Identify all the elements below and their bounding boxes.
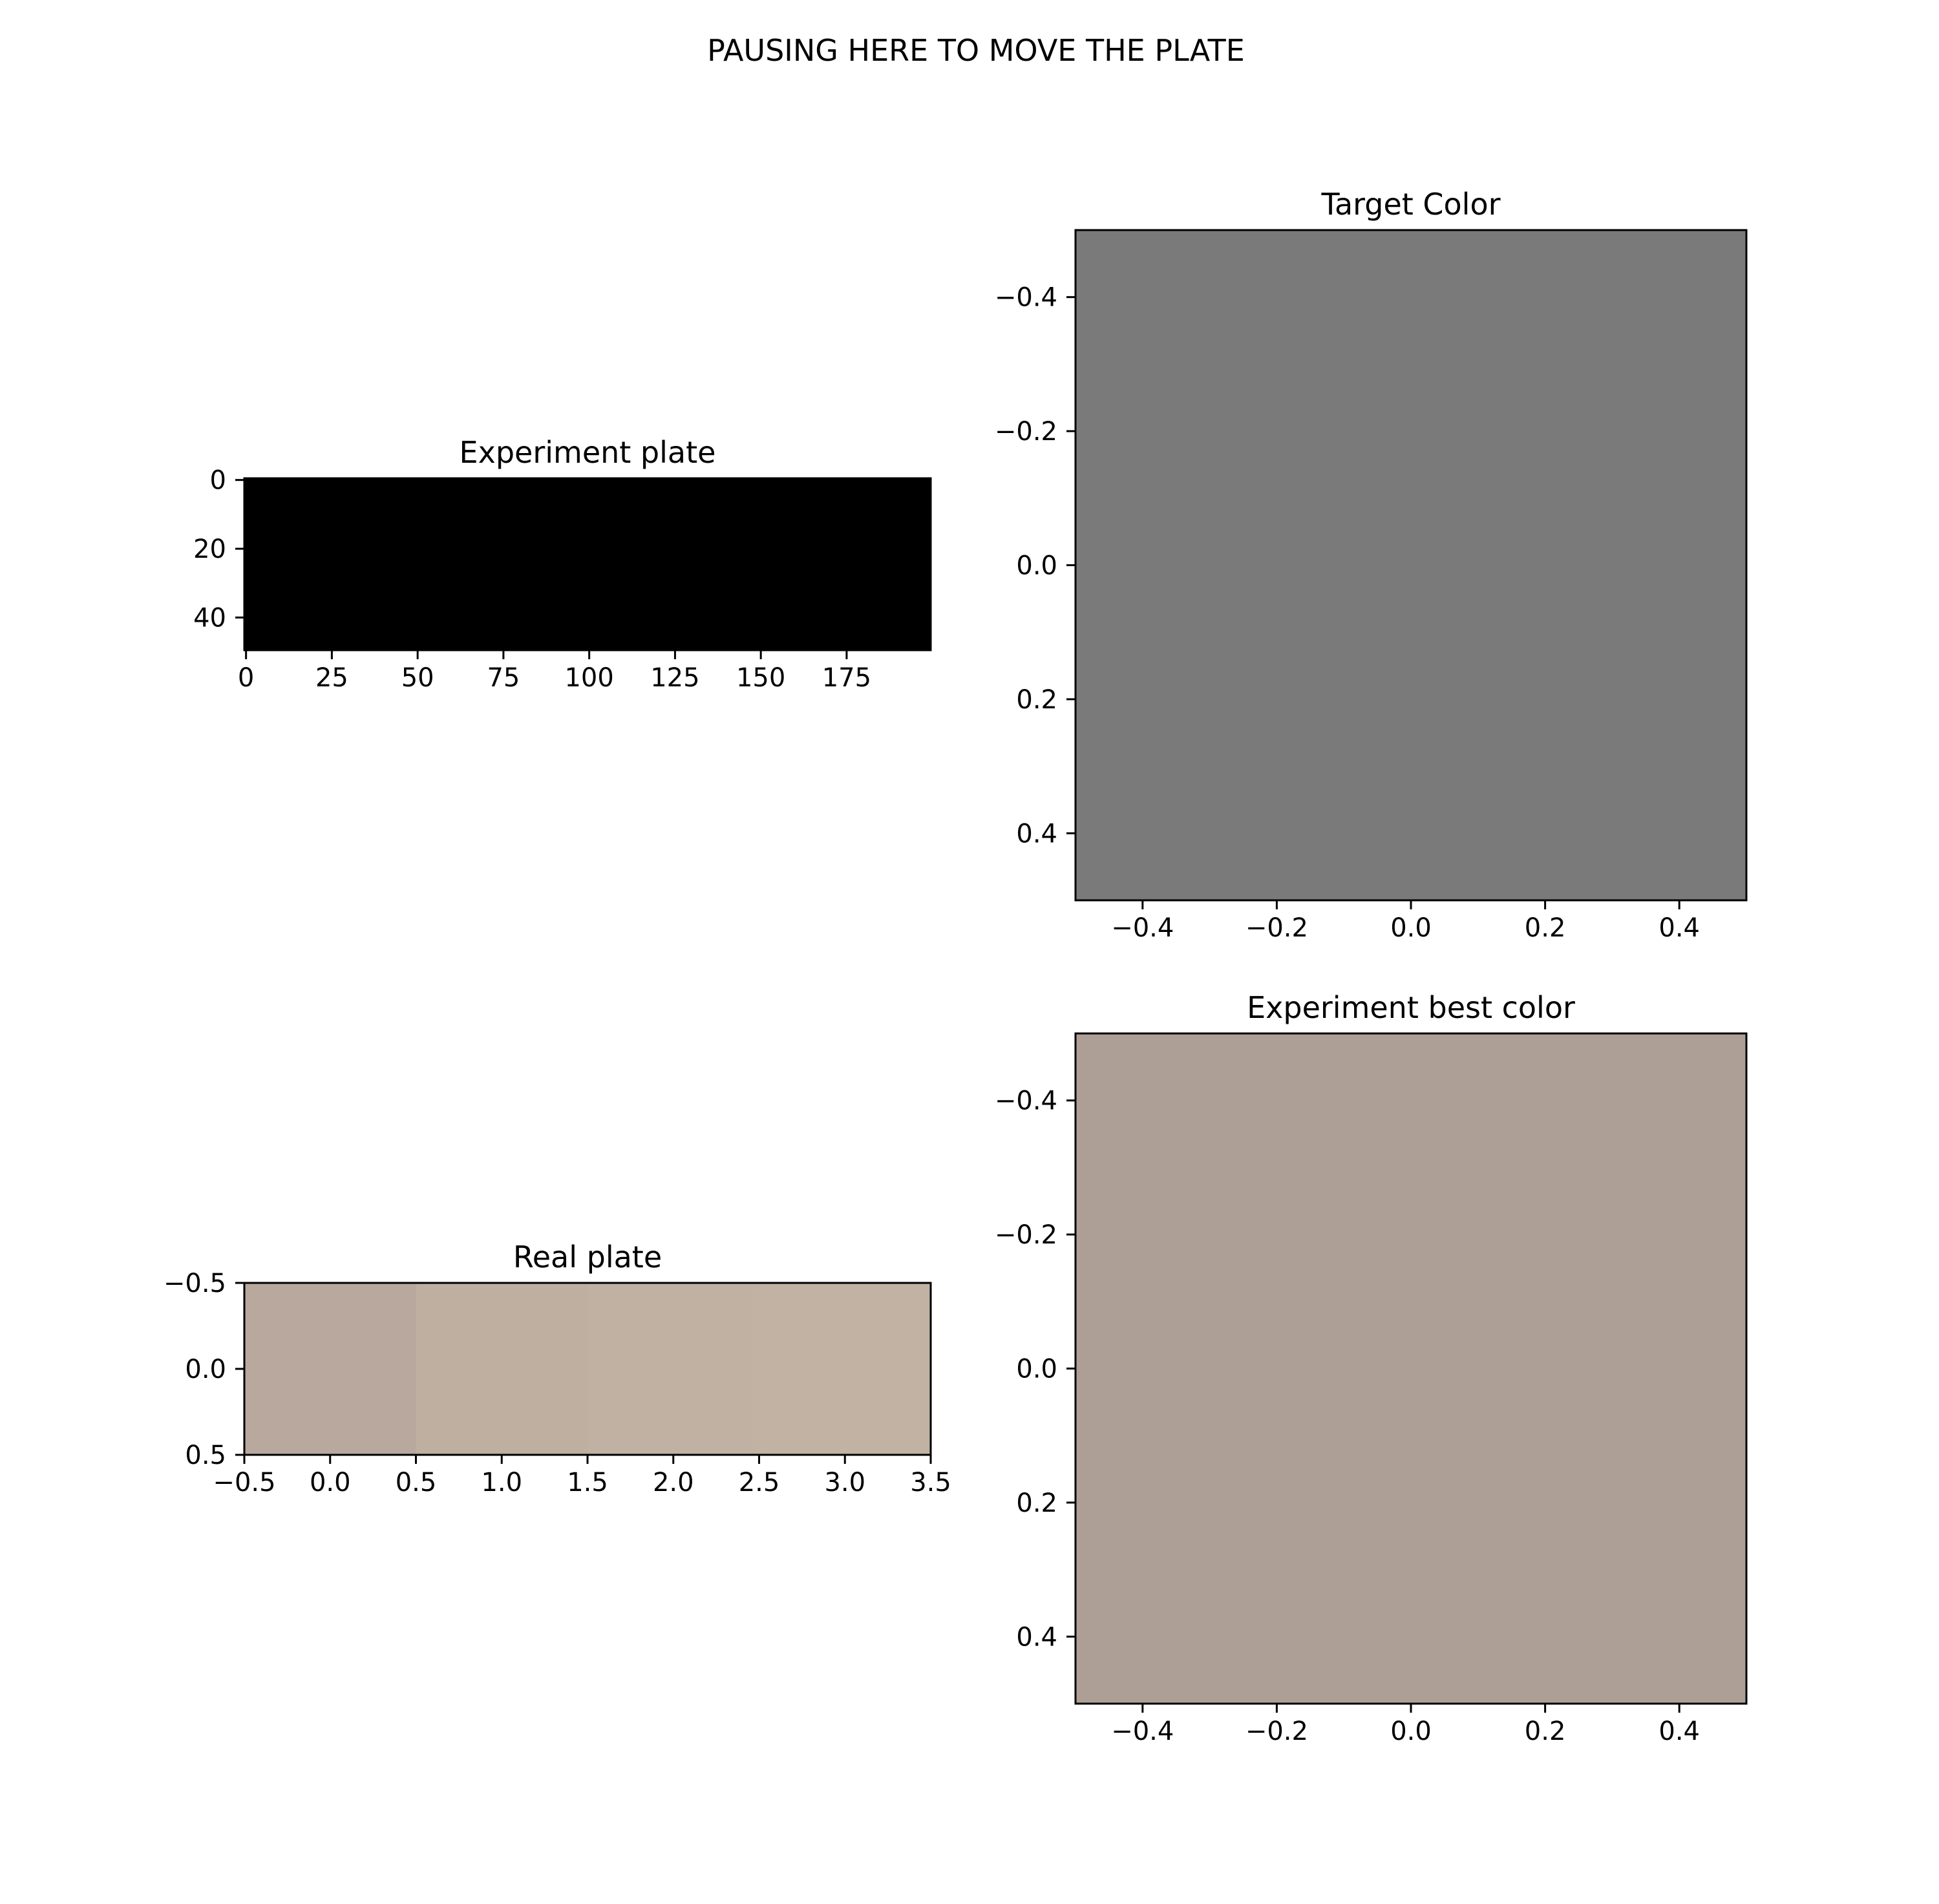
- experiment_best_color-ytick-label: 0.2: [1016, 1488, 1057, 1518]
- real_plate-xtick-label: 3.0: [824, 1468, 865, 1497]
- axes-experiment_best_color: −0.4 −0.2 0.0 0.2 0.4 −0.4 −0.2 0.0 0.2 0.4 Experi…: [995, 990, 1748, 1746]
- experiment_plate-ytick-label: 0: [210, 466, 226, 496]
- real_plate-ytick-label: 0.0: [185, 1355, 226, 1384]
- real_plate-ytick-label: 0.5: [185, 1441, 226, 1470]
- experiment_plate-xtick-label: 0: [238, 663, 254, 693]
- experiment_plate-xtick-label: 175: [822, 663, 871, 693]
- target_color-title: Target Color: [1320, 187, 1500, 222]
- experiment_plate-title: Experiment plate: [460, 435, 716, 470]
- experiment_best_color-title: Experiment best color: [1247, 990, 1575, 1025]
- axes-target_color: −0.4 −0.2 0.0 0.2 0.4 −0.4 −0.2 0.0 0.2 0.4 Target…: [995, 187, 1748, 943]
- target_color-ytick-label: 0.0: [1016, 551, 1057, 581]
- axes-real_plate: −0.5 0.0 0.5 1.0 1.5 2.0 2.5 3.0 3.5 −0.5 0.0 0.5 Re…: [164, 1240, 951, 1497]
- target_color-xtick-label: 0.0: [1390, 913, 1432, 943]
- experiment_plate-xtick-label: 100: [564, 663, 613, 693]
- experiment_best_color-xtick-label: −0.2: [1245, 1717, 1308, 1746]
- experiment_plate-xtick-label: 25: [315, 663, 348, 693]
- experiment_plate-xtick-label: 125: [650, 663, 699, 693]
- experiment_plate-cell-0: [244, 478, 931, 650]
- axes-layer: 0 25 50 75 100 125 150 175 0 20 40 Experiment plate…: [164, 187, 1748, 1746]
- experiment_best_color-xtick-label: 0.4: [1658, 1717, 1700, 1746]
- real_plate-title: Real plate: [513, 1240, 662, 1275]
- experiment_plate-xtick-label: 150: [736, 663, 785, 693]
- real_plate-xtick-label: 2.0: [653, 1468, 694, 1497]
- target_color-xtick-label: −0.4: [1111, 913, 1174, 943]
- experiment_best_color-ytick-label: −0.2: [995, 1220, 1057, 1250]
- real_plate-cell-1: [416, 1283, 588, 1455]
- real_plate-cell-2: [588, 1283, 759, 1455]
- experiment_plate-frame: [243, 477, 932, 651]
- real_plate-cell-3: [759, 1283, 931, 1455]
- real_plate-cell-0: [244, 1283, 416, 1455]
- experiment_best_color-xtick-label: 0.2: [1525, 1717, 1566, 1746]
- experiment_best_color-cell-0: [1075, 1033, 1746, 1704]
- real_plate-xtick-label: 2.5: [739, 1468, 780, 1497]
- target_color-xtick-label: 0.4: [1658, 913, 1700, 943]
- real_plate-xtick-label: 1.0: [481, 1468, 522, 1497]
- experiment_best_color-xtick-label: −0.4: [1111, 1717, 1174, 1746]
- experiment_plate-ytick-label: 20: [193, 534, 226, 564]
- experiment_plate-ytick-label: 40: [193, 603, 226, 633]
- real_plate-xtick-label: 3.5: [910, 1468, 951, 1497]
- target_color-xtick-label: 0.2: [1525, 913, 1566, 943]
- real_plate-xtick-label: −0.5: [213, 1468, 275, 1497]
- experiment_best_color-xtick-label: 0.0: [1390, 1717, 1432, 1746]
- figure-suptitle: PAUSING HERE TO MOVE THE PLATE: [707, 33, 1245, 68]
- target_color-ytick-label: −0.2: [995, 417, 1057, 447]
- real_plate-xtick-label: 1.5: [567, 1468, 608, 1497]
- real_plate-xtick-label: 0.5: [396, 1468, 437, 1497]
- experiment_best_color-ytick-label: 0.4: [1016, 1622, 1057, 1652]
- axes-experiment_plate: 0 25 50 75 100 125 150 175 0 20 40 Experiment plate: [193, 435, 932, 693]
- experiment_plate-xtick-label: 50: [401, 663, 434, 693]
- target_color-cell-0: [1075, 230, 1746, 900]
- experiment_best_color-ytick-label: −0.4: [995, 1086, 1057, 1116]
- target_color-ytick-label: 0.4: [1016, 819, 1057, 849]
- real_plate-xtick-label: 0.0: [310, 1468, 351, 1497]
- real_plate-ytick-label: −0.5: [164, 1269, 226, 1298]
- target_color-ytick-label: −0.4: [995, 283, 1057, 313]
- target_color-ytick-label: 0.2: [1016, 685, 1057, 715]
- experiment_plate-xtick-label: 75: [487, 663, 520, 693]
- target_color-xtick-label: −0.2: [1245, 913, 1308, 943]
- experiment_best_color-ytick-label: 0.0: [1016, 1355, 1057, 1384]
